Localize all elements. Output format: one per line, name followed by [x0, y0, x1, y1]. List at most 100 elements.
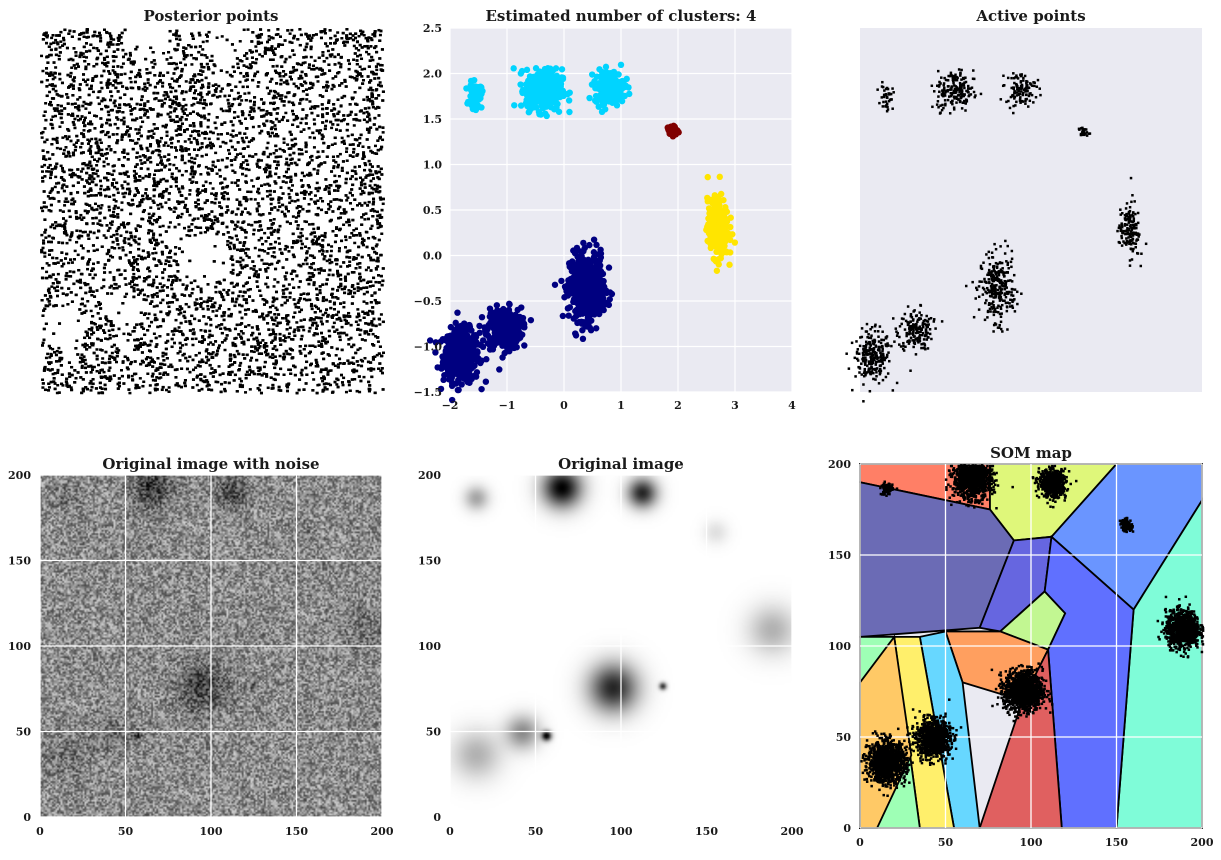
posterior-point: [144, 58, 147, 61]
posterior-point: [218, 201, 221, 204]
posterior-point: [161, 253, 164, 256]
posterior-point: [364, 339, 367, 342]
posterior-point: [120, 369, 123, 372]
posterior-point: [321, 380, 324, 383]
posterior-point: [338, 247, 341, 250]
posterior-point: [261, 243, 264, 246]
posterior-point: [305, 257, 308, 260]
posterior-point: [153, 333, 156, 336]
posterior-point: [324, 232, 327, 235]
posterior-point: [245, 99, 248, 102]
posterior-point: [167, 145, 170, 148]
posterior-point: [168, 386, 171, 389]
posterior-point: [46, 139, 49, 142]
posterior-point: [48, 288, 51, 291]
posterior-point: [67, 262, 70, 265]
posterior-point: [339, 265, 342, 268]
posterior-point: [341, 326, 344, 329]
posterior-point: [50, 285, 53, 288]
posterior-point: [333, 165, 336, 168]
posterior-point: [216, 36, 219, 39]
posterior-point: [340, 37, 343, 40]
posterior-point: [288, 283, 291, 286]
posterior-point: [336, 124, 339, 127]
posterior-point: [164, 263, 167, 266]
posterior-point: [155, 239, 158, 242]
posterior-point: [43, 201, 46, 204]
posterior-point: [228, 328, 231, 331]
posterior-point: [377, 340, 380, 343]
posterior-point: [357, 364, 360, 367]
posterior-point: [200, 287, 203, 290]
posterior-point: [171, 301, 174, 304]
posterior-point: [217, 85, 220, 88]
posterior-point: [41, 136, 44, 139]
posterior-point: [289, 131, 292, 134]
posterior-point: [75, 339, 78, 342]
posterior-point: [265, 263, 268, 266]
posterior-point: [198, 352, 201, 355]
posterior-point: [214, 152, 217, 155]
posterior-point: [291, 184, 294, 187]
posterior-point: [65, 272, 68, 275]
posterior-point: [367, 333, 370, 336]
posterior-point: [128, 190, 131, 193]
posterior-point: [80, 170, 83, 173]
posterior-point: [357, 324, 360, 327]
posterior-point: [208, 297, 211, 300]
posterior-point: [381, 139, 384, 142]
posterior-point: [242, 332, 245, 335]
posterior-point: [154, 252, 157, 255]
posterior-point: [106, 56, 109, 59]
posterior-point: [43, 255, 46, 258]
posterior-point: [254, 198, 257, 201]
posterior-point: [334, 75, 337, 78]
posterior-point: [212, 187, 215, 190]
posterior-point: [318, 289, 321, 292]
posterior-point: [42, 239, 45, 242]
posterior-point: [303, 175, 306, 178]
posterior-point: [215, 309, 218, 312]
posterior-point: [171, 77, 174, 80]
posterior-point: [58, 55, 61, 58]
posterior-point: [379, 81, 382, 84]
posterior-point: [164, 91, 167, 94]
posterior-point: [334, 35, 337, 38]
posterior-point: [102, 279, 105, 282]
posterior-point: [256, 366, 259, 369]
posterior-point: [249, 359, 252, 362]
posterior-point: [169, 208, 172, 211]
posterior-point: [190, 157, 193, 160]
posterior-point: [175, 319, 178, 322]
posterior-point: [356, 308, 359, 311]
posterior-point: [316, 199, 319, 202]
posterior-point: [359, 280, 362, 283]
posterior-point: [276, 107, 279, 110]
posterior-point: [356, 55, 359, 58]
posterior-point: [85, 56, 88, 59]
posterior-point: [252, 233, 255, 236]
posterior-point: [237, 92, 240, 95]
posterior-point: [201, 48, 204, 51]
posterior-point: [196, 217, 199, 220]
posterior-point: [93, 366, 96, 369]
posterior-point: [137, 293, 140, 296]
posterior-point: [354, 352, 357, 355]
posterior-point: [210, 192, 213, 195]
posterior-point: [93, 250, 96, 253]
posterior-point: [241, 137, 244, 140]
posterior-point: [105, 237, 108, 240]
posterior-point: [263, 232, 266, 235]
posterior-point: [146, 110, 149, 113]
posterior-point: [120, 201, 123, 204]
posterior-point: [380, 313, 383, 316]
posterior-point: [270, 203, 273, 206]
posterior-point: [382, 203, 385, 206]
posterior-point: [96, 237, 99, 240]
posterior-point: [308, 223, 311, 226]
posterior-point: [121, 192, 124, 195]
posterior-point: [45, 170, 48, 173]
posterior-point: [192, 328, 195, 331]
posterior-point: [149, 384, 152, 387]
posterior-point: [232, 269, 235, 272]
